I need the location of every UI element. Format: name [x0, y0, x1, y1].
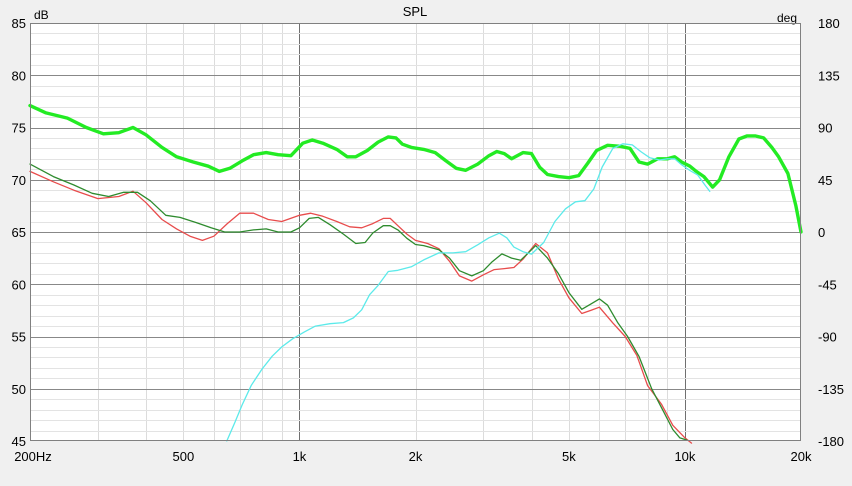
- y-right-tick-label: 90: [818, 121, 832, 136]
- y-right-tick-label: 135: [818, 68, 840, 83]
- y-left-tick-label: 50: [12, 382, 26, 397]
- y-right-tick-label: -135: [818, 382, 844, 397]
- y-left-tick-label: 55: [12, 330, 26, 345]
- y-right-tick-label: -45: [818, 277, 837, 292]
- x-tick-label: 20k: [791, 449, 812, 464]
- x-tick-label: 2k: [409, 449, 423, 464]
- y-left-tick-label: 60: [12, 277, 26, 292]
- chart-title: SPL: [403, 4, 428, 19]
- y-right-tick-label: 180: [818, 16, 840, 31]
- x-tick-label: 5k: [562, 449, 576, 464]
- y-left-tick-label: 65: [12, 225, 26, 240]
- y-left-unit: dB: [34, 8, 49, 22]
- plot-frame: [30, 23, 801, 441]
- series-line-3: [28, 103, 803, 234]
- tick-labels: 200Hz 500 1k 2k 5k 10k 20k 85 80 75 70 65 60 55 50 45 18…: [12, 16, 845, 464]
- series-line-2: [29, 163, 688, 441]
- y-right-tick-label: 45: [818, 173, 832, 188]
- y-right-tick-label: -90: [818, 330, 837, 345]
- x-tick-label: 1k: [293, 449, 307, 464]
- x-tick-label: 500: [173, 449, 195, 464]
- y-left-tick-label: 85: [12, 16, 26, 31]
- y-left-tick-label: 75: [12, 121, 26, 136]
- series-line-1: [29, 170, 693, 444]
- y-right-tick-label: -180: [818, 434, 844, 449]
- y-right-tick-label: 0: [818, 225, 825, 240]
- x-tick-label: 10k: [674, 449, 695, 464]
- y-left-tick-label: 80: [12, 68, 26, 83]
- y-left-tick-label: 45: [12, 434, 26, 449]
- x-tick-label: 200Hz: [14, 449, 52, 464]
- series-line-4: [226, 143, 711, 442]
- y-right-unit: deg: [777, 11, 797, 25]
- y-left-tick-label: 70: [12, 173, 26, 188]
- series-layer: [28, 103, 803, 444]
